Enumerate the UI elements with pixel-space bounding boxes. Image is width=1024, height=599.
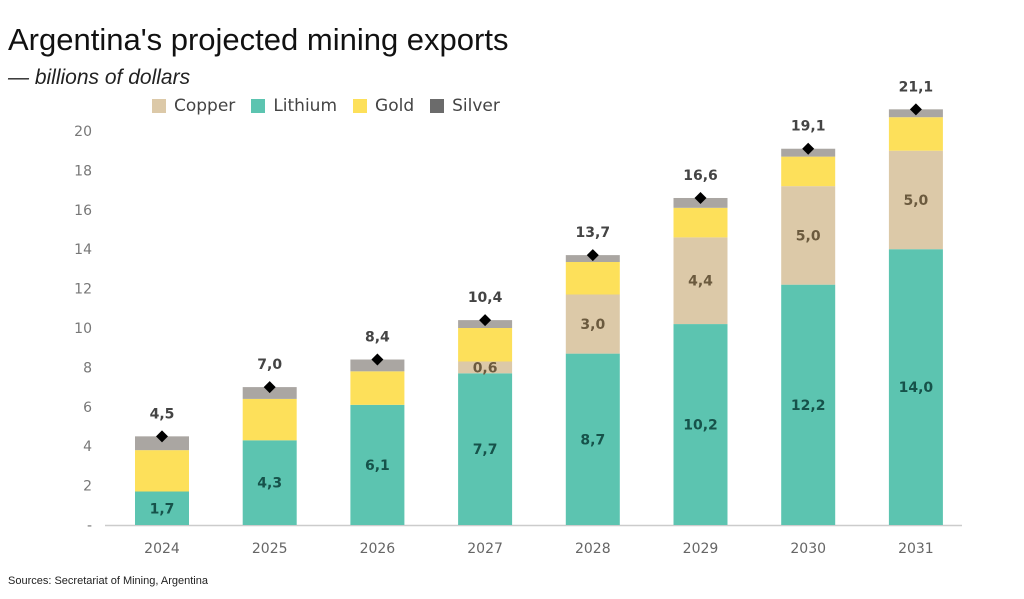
- total-label: 16,6: [683, 168, 718, 184]
- total-label: 13,7: [576, 225, 611, 241]
- bar-segment-gold-2026: [350, 371, 405, 405]
- legend-item-copper: Copper: [152, 96, 235, 116]
- bar-segment-silver-2024: [135, 436, 189, 451]
- total-marker: [909, 103, 922, 116]
- legend: Copper Lithium Gold Silver: [152, 96, 500, 116]
- x-tick-label: 2025: [252, 541, 288, 557]
- total-marker: [694, 191, 707, 204]
- x-tick-label: 2026: [360, 541, 396, 557]
- source-note: Sources: Secretariat of Mining, Argentin…: [8, 575, 208, 587]
- bar-segment-lithium-2028: [565, 353, 620, 525]
- chart-subtitle: — billions of dollars: [8, 66, 191, 89]
- total-marker: [586, 249, 599, 262]
- bar-segment-gold-2027: [458, 328, 513, 362]
- y-tick-label: 6: [83, 400, 92, 416]
- legend-label: Lithium: [273, 96, 338, 116]
- y-tick-label: 2: [83, 479, 92, 495]
- legend-swatch: [152, 99, 166, 113]
- data-label-lithium: 8,7: [580, 432, 605, 448]
- total-marker: [479, 314, 492, 327]
- x-tick-label: 2031: [898, 541, 934, 557]
- y-tick-label: -: [87, 518, 92, 534]
- total-label: 21,1: [899, 79, 934, 95]
- total-marker: [802, 142, 815, 155]
- data-label-lithium: 10,2: [683, 418, 718, 434]
- bar-segment-gold-2024: [135, 450, 189, 492]
- bar-segment-copper-2028: [565, 294, 620, 354]
- total-label: 19,1: [791, 119, 826, 135]
- y-tick-label: 8: [83, 360, 92, 376]
- total-marker: [156, 430, 168, 443]
- legend-item-silver: Silver: [430, 96, 500, 116]
- legend-item-lithium: Lithium: [251, 96, 337, 116]
- total-label: 8,4: [365, 330, 390, 346]
- bar-segment-lithium-2027: [458, 373, 513, 525]
- y-tick-label: 10: [74, 321, 92, 337]
- x-tick-label: 2029: [683, 541, 719, 557]
- y-tick-label: 12: [74, 282, 92, 298]
- legend-label: Copper: [174, 96, 236, 116]
- y-tick-label: 18: [74, 163, 92, 179]
- x-tick-label: 2027: [467, 541, 503, 557]
- bar-segment-copper-2030: [781, 186, 836, 285]
- y-tick-label: 20: [74, 124, 92, 140]
- bar-segment-gold-2025: [242, 398, 297, 441]
- data-label-copper: 5,0: [903, 193, 928, 209]
- data-label-lithium: 12,2: [791, 398, 826, 414]
- data-label-lithium: 4,3: [257, 476, 282, 492]
- bar-segment-gold-2029: [673, 207, 728, 238]
- y-tick-label: 16: [74, 203, 92, 219]
- data-label-lithium: 14,0: [899, 380, 934, 396]
- bar-segment-gold-2031: [888, 117, 943, 151]
- y-tick-label: 4: [83, 439, 92, 455]
- bar-segment-copper-2031: [888, 150, 943, 250]
- total-label: 10,4: [468, 290, 503, 306]
- bar-segment-lithium-2025: [242, 440, 297, 525]
- bar-segment-gold-2030: [781, 156, 836, 187]
- bar-segment-copper-2029: [673, 237, 728, 325]
- legend-swatch: [251, 99, 266, 113]
- legend-swatch: [353, 99, 368, 113]
- x-tick-label: 2030: [790, 541, 826, 557]
- bar-segment-lithium-2029: [673, 324, 728, 525]
- bar-segment-lithium-2026: [350, 404, 405, 525]
- data-label-lithium: 1,7: [150, 501, 175, 517]
- data-label-copper: 5,0: [796, 228, 821, 244]
- total-label: 4,5: [150, 406, 175, 422]
- data-label-lithium: 7,7: [473, 442, 498, 458]
- y-tick-label: 14: [74, 242, 92, 258]
- bar-segment-gold-2028: [565, 262, 620, 295]
- data-label-copper: 3,0: [580, 317, 605, 333]
- data-label-copper: 4,4: [688, 274, 713, 290]
- legend-label: Gold: [375, 96, 415, 116]
- x-tick-label: 2024: [144, 541, 180, 557]
- legend-swatch: [430, 99, 445, 113]
- data-label-copper: 0,6: [473, 360, 498, 376]
- bar-segment-lithium-2031: [888, 249, 943, 525]
- bar-segment-lithium-2030: [781, 284, 836, 525]
- legend-item-gold: Gold: [353, 96, 414, 116]
- bar-segment-copper-2027: [458, 361, 513, 374]
- chart-title: Argentina's projected mining exports: [8, 22, 509, 57]
- legend-label: Silver: [452, 96, 500, 116]
- data-label-lithium: 6,1: [365, 458, 390, 474]
- total-marker: [263, 381, 276, 394]
- total-marker: [371, 353, 384, 366]
- x-tick-label: 2028: [575, 541, 611, 557]
- bar-segment-lithium-2024: [135, 491, 189, 525]
- total-label: 7,0: [257, 357, 282, 373]
